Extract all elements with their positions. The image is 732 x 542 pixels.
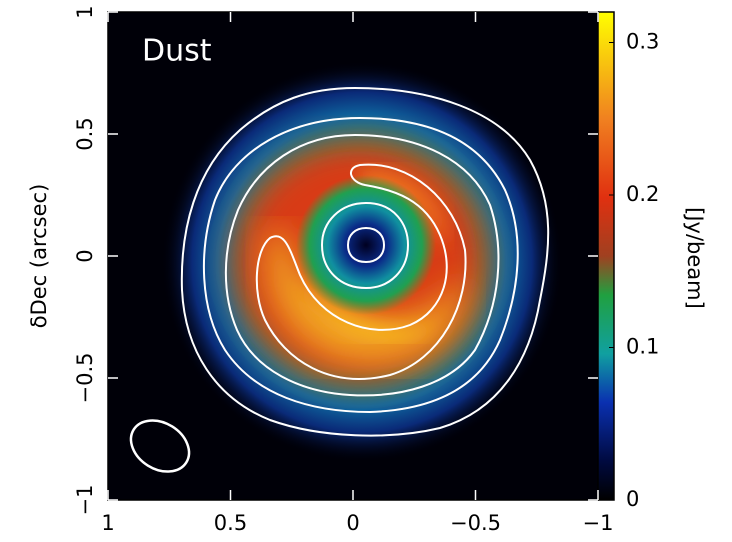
y-tick-label: 1 <box>73 5 97 18</box>
annotation: Dust <box>142 34 212 69</box>
x-tick-label: −0.5 <box>450 511 501 535</box>
y-axis-label: δDec (arcsec) <box>27 184 51 329</box>
colorbar-tick-label: 0.3 <box>626 30 659 54</box>
x-tick-label: 0.5 <box>214 511 247 535</box>
y-tick-label: −1 <box>73 485 97 516</box>
colorbar-tick-label: 0 <box>626 487 639 511</box>
y-tick-label: −0.5 <box>73 353 97 404</box>
colorbar <box>598 12 614 500</box>
y-tick-label: 0.5 <box>73 117 97 150</box>
colorbar-tick-label: 0.1 <box>626 335 659 359</box>
emission-hole <box>296 175 436 315</box>
x-tick-label: −1 <box>583 511 614 535</box>
colorbar-tick-label: 0.2 <box>626 182 659 206</box>
x-tick-label: 0 <box>346 511 359 535</box>
image <box>108 12 598 500</box>
x-tick-label: 1 <box>101 511 114 535</box>
chart: Dust δDec (arcsec) [Jy/beam] 1 0.5 0 −0.5 −1… <box>0 0 732 542</box>
y-tick-label: 0 <box>73 249 97 262</box>
colorbar-label: [Jy/beam] <box>683 207 707 309</box>
